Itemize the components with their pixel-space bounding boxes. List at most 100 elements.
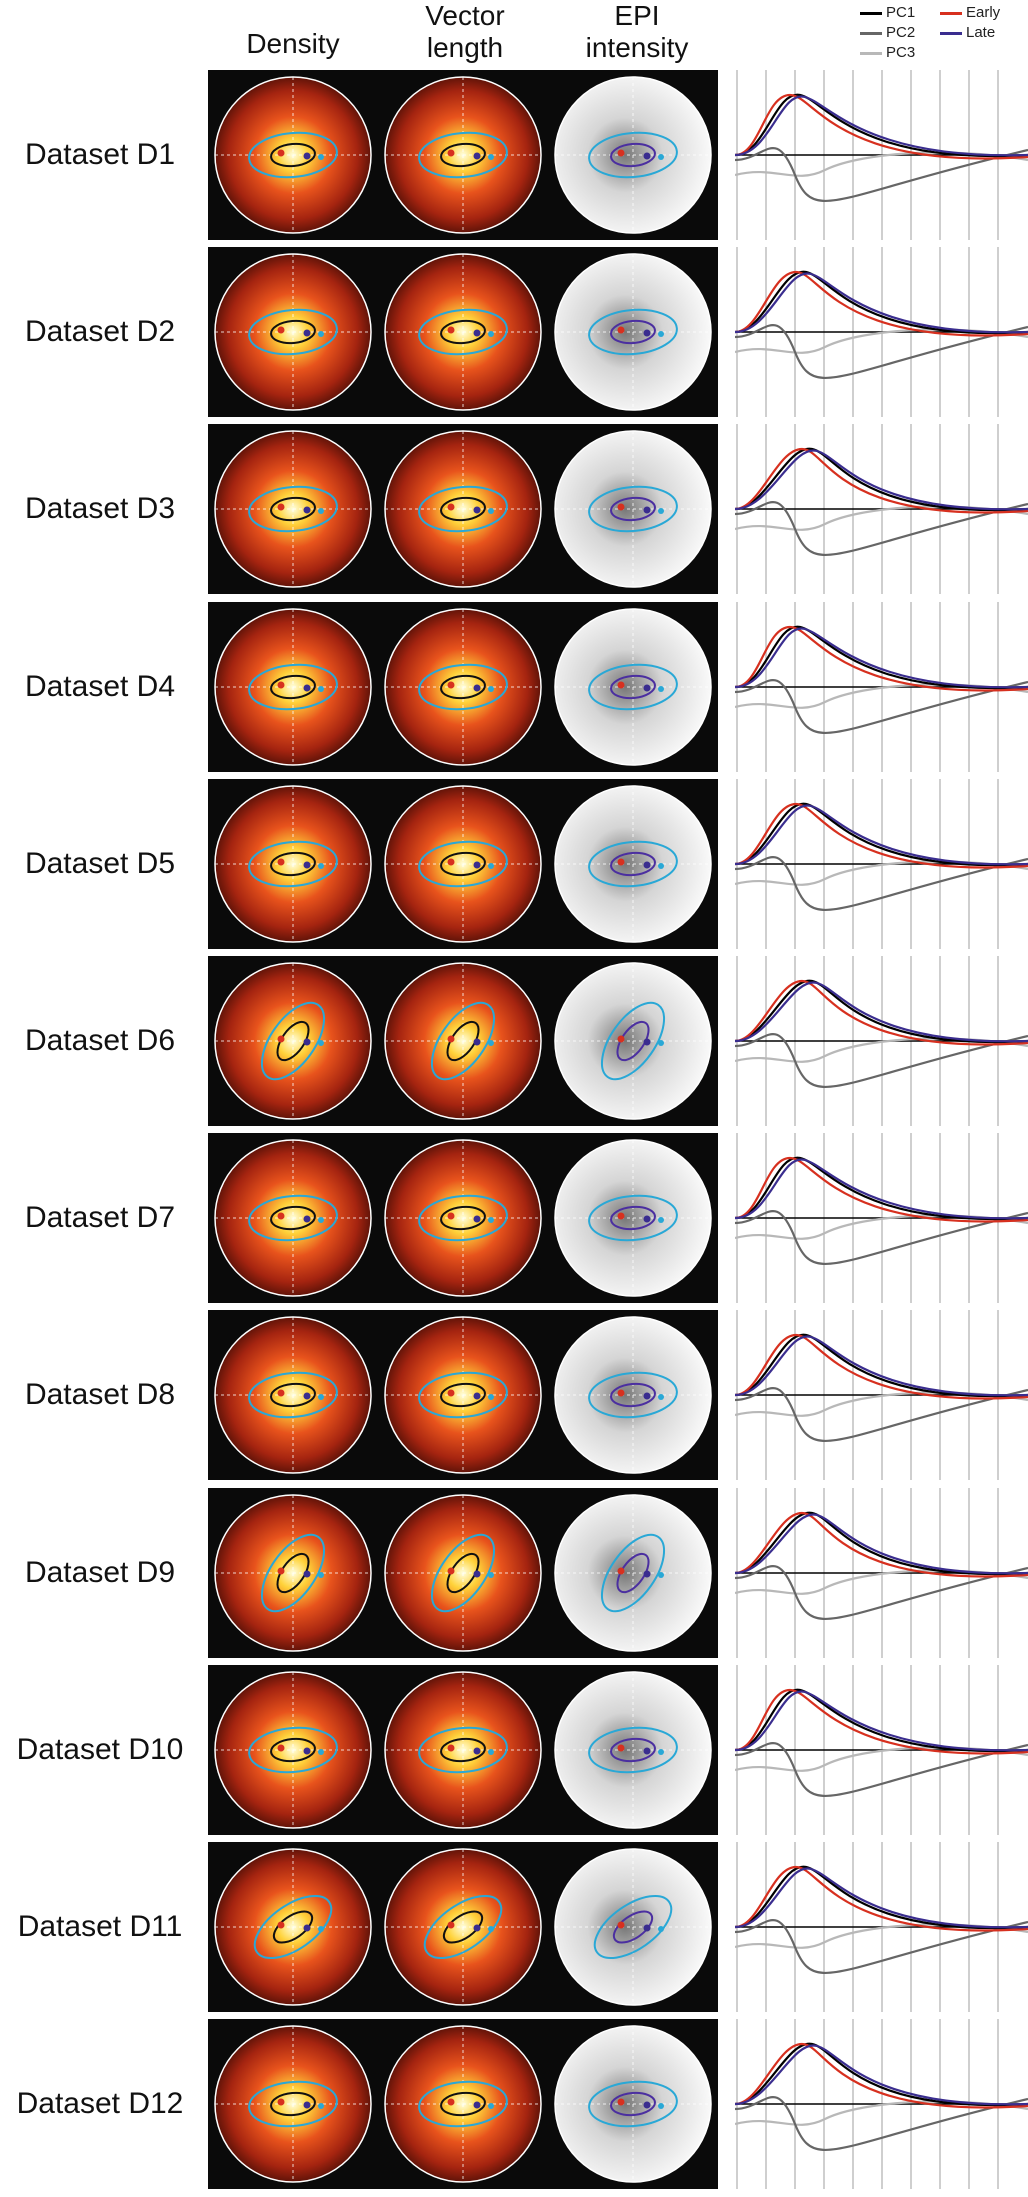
pc2-curve xyxy=(734,1919,1028,1975)
early-curve xyxy=(734,1334,1028,1400)
epi-intensity-map xyxy=(554,607,712,766)
epi-intensity-map xyxy=(554,253,712,411)
dataset-label: Dataset D2 xyxy=(24,315,176,349)
late-curve xyxy=(734,272,1028,334)
early-curve xyxy=(734,1688,1028,1755)
pc-trace-svg xyxy=(734,1133,1028,1304)
legend-label: PC2 xyxy=(886,24,916,41)
epi-intensity-map xyxy=(554,1316,712,1475)
vector-length-map xyxy=(384,1493,542,1652)
heatmap-svg xyxy=(214,962,712,1120)
epi-intensity-map xyxy=(554,2025,712,2183)
heatmap-svg xyxy=(214,253,712,411)
pc2-curve xyxy=(734,501,1028,557)
vector-length-map xyxy=(384,1316,542,1475)
pc-trace-panel xyxy=(734,778,1028,949)
early-curve xyxy=(734,93,1028,160)
heatmap-svg xyxy=(214,2025,712,2183)
column-header-epi-intensity: EPI intensity xyxy=(585,0,689,63)
vector-length-map xyxy=(384,1848,542,2006)
legend: PC1 PC2 PC3 Early Late xyxy=(860,4,1028,64)
dataset-heatmap-panel xyxy=(208,1133,718,1304)
late-curve xyxy=(734,627,1028,688)
late-curve xyxy=(734,2044,1028,2106)
early-curve xyxy=(734,1157,1028,1223)
early-curve xyxy=(734,2043,1028,2109)
dataset-heatmap-panel xyxy=(208,1842,718,2012)
epi-intensity-map xyxy=(554,785,712,943)
dataset-label: Dataset D9 xyxy=(24,1555,176,1589)
early-curve xyxy=(734,1865,1028,1932)
pc2-curve xyxy=(734,1741,1028,1797)
pc-trace-panel xyxy=(734,2019,1028,2190)
density-map xyxy=(214,430,372,589)
vector-length-map xyxy=(384,962,542,1120)
density-map xyxy=(214,962,372,1120)
vector-length-map xyxy=(384,785,542,943)
dataset-label: Dataset D10 xyxy=(16,1732,184,1766)
pc-trace-panel xyxy=(734,1133,1028,1304)
pc-trace-panel xyxy=(734,1487,1028,1658)
late-curve xyxy=(734,981,1028,1043)
pc-trace-panel xyxy=(734,70,1028,240)
vector-length-map xyxy=(384,1139,542,1297)
heatmap-svg xyxy=(214,76,712,234)
early-curve xyxy=(734,802,1028,869)
legend-item-pc2: PC2 xyxy=(860,24,915,41)
pc2-curve xyxy=(734,1387,1028,1443)
density-map xyxy=(214,1848,372,2006)
density-map xyxy=(214,607,372,766)
pc2-curve xyxy=(734,2096,1028,2152)
heatmap-svg xyxy=(214,1493,712,1652)
late-curve xyxy=(734,95,1028,157)
late-curve xyxy=(734,1335,1028,1397)
density-map xyxy=(214,1493,372,1652)
legend-label: PC1 xyxy=(886,4,916,21)
dataset-heatmap-panel xyxy=(208,956,718,1126)
late-curve xyxy=(734,449,1028,511)
early-curve xyxy=(734,979,1028,1046)
density-map xyxy=(214,2025,372,2183)
epi-intensity-map xyxy=(554,430,712,589)
density-map xyxy=(214,76,372,234)
pc-trace-svg xyxy=(734,70,1028,240)
legend-item-pc3: PC3 xyxy=(860,44,915,61)
heatmap-svg xyxy=(214,785,712,943)
epi-intensity-map xyxy=(554,1848,712,2006)
early-curve xyxy=(734,448,1028,514)
late-curve xyxy=(734,804,1028,866)
pc-trace-svg xyxy=(734,247,1028,418)
legend-item-early: Early xyxy=(940,4,1000,21)
heatmap-svg xyxy=(214,1316,712,1475)
heatmap-svg xyxy=(214,1848,712,2006)
pc-trace-svg xyxy=(734,2019,1028,2190)
late-curve xyxy=(734,1690,1028,1752)
pc-trace-svg xyxy=(734,601,1028,772)
dataset-heatmap-panel xyxy=(208,601,718,772)
column-header-density: Density xyxy=(246,28,340,59)
dataset-label: Dataset D5 xyxy=(24,846,176,880)
vector-length-map xyxy=(384,430,542,589)
density-map xyxy=(214,785,372,943)
pc-trace-svg xyxy=(734,1487,1028,1658)
pc-trace-panel xyxy=(734,1664,1028,1835)
pc2-curve xyxy=(734,678,1028,734)
pc2-curve xyxy=(734,855,1028,911)
heatmap-svg xyxy=(214,1671,712,1829)
dataset-heatmap-panel xyxy=(208,1487,718,1658)
dataset-label: Dataset D11 xyxy=(17,1910,183,1943)
legend-label: Late xyxy=(966,24,996,41)
pc-trace-svg xyxy=(734,1664,1028,1835)
legend-item-late: Late xyxy=(940,24,995,41)
pc-trace-svg xyxy=(734,956,1028,1126)
dataset-label: Dataset D4 xyxy=(24,669,176,703)
legend-label: PC3 xyxy=(886,44,916,61)
legend-label: Early xyxy=(966,4,1001,21)
pc2-curve xyxy=(734,1210,1028,1266)
dataset-heatmap-panel xyxy=(208,1310,718,1481)
column-header-vector-length: Vector length xyxy=(425,0,505,63)
early-curve xyxy=(734,1511,1028,1578)
pc-trace-svg xyxy=(734,1842,1028,2012)
pc-trace-panel xyxy=(734,1842,1028,2012)
late-curve xyxy=(734,1867,1028,1929)
